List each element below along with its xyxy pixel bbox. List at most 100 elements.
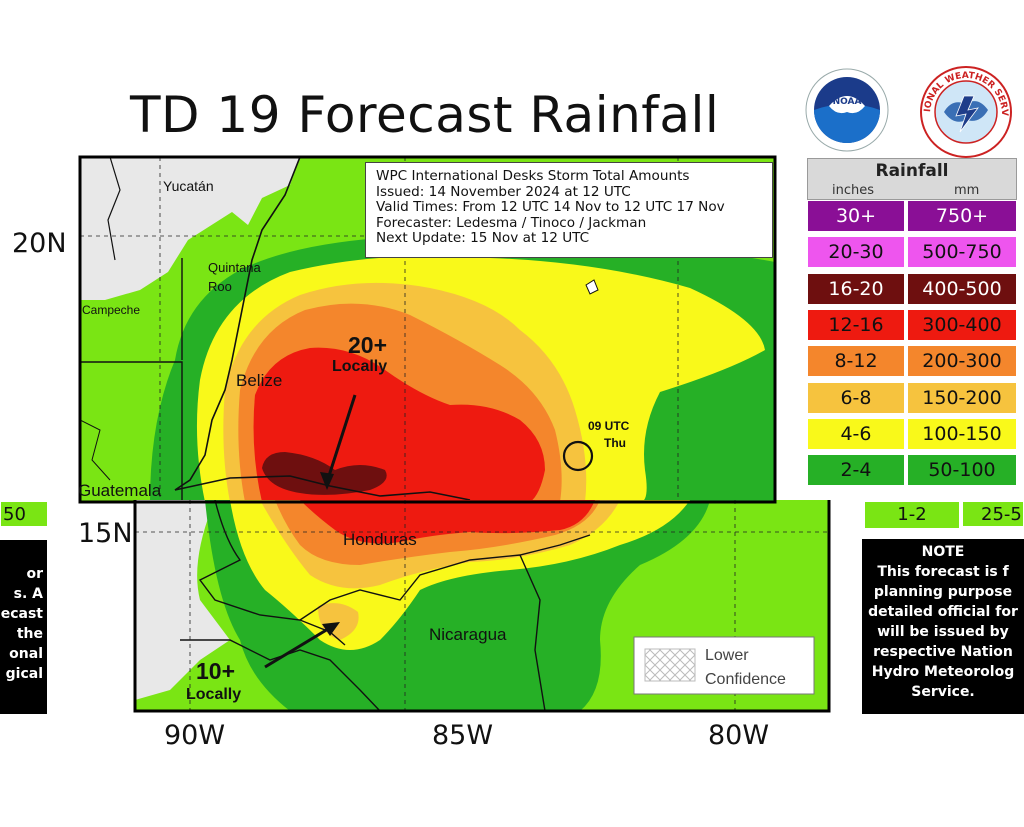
legend-row: 6-8 150-200 bbox=[807, 381, 1024, 416]
legend-row: 30+ 750+ bbox=[807, 200, 1024, 234]
border-west bbox=[80, 419, 111, 481]
info-line-next-update: Next Update: 15 Nov at 12 UTC bbox=[376, 230, 590, 247]
legend-row: 4-6 100-150 bbox=[807, 417, 1024, 452]
note-left-line-1: or bbox=[26, 566, 43, 582]
legend-inches-cell: 6-8 bbox=[807, 381, 905, 414]
coastline-nicaragua bbox=[519, 554, 546, 711]
info-line-title: WPC International Desks Storm Total Amou… bbox=[376, 168, 690, 184]
note-line-4: will be issued by bbox=[877, 624, 1009, 640]
coastline-pacific bbox=[180, 639, 381, 711]
note-line-5: respective Nation bbox=[873, 644, 1013, 660]
legend-partial-inches: 1-2 bbox=[864, 501, 960, 529]
note-line-1: This forecast is f bbox=[877, 564, 1009, 580]
legend-inches-cell: 4-6 bbox=[807, 417, 905, 450]
map-lower-frame bbox=[133, 500, 831, 713]
label-20-plus: 20+ bbox=[348, 332, 387, 358]
label-yucatan: Yucatán bbox=[163, 178, 214, 194]
info-line-issued: Issued: 14 November 2024 at 12 UTC bbox=[376, 183, 631, 200]
legend-row: 12-16 300-400 bbox=[807, 308, 1024, 343]
note-line-6: Hydro Meteorolog bbox=[871, 664, 1015, 680]
arrowhead-20 bbox=[320, 472, 334, 490]
border-guatemala-honduras bbox=[198, 500, 346, 646]
legend-unit-mm: mm bbox=[954, 183, 980, 198]
map-title: TD 19 Forecast Rainfall bbox=[130, 86, 720, 144]
arrow-20-locally bbox=[325, 394, 357, 483]
legend-mm-cell: 150-200 bbox=[907, 381, 1017, 414]
legend-row: 2-4 50-100 bbox=[807, 454, 1024, 488]
legend-row: 8-12 200-300 bbox=[807, 345, 1024, 379]
arrowhead-10 bbox=[322, 622, 340, 636]
note-left-line-5: onal bbox=[9, 646, 43, 662]
legend-mm-cell: 100-150 bbox=[907, 417, 1017, 450]
legend-mm-cell: 50-100 bbox=[907, 454, 1017, 487]
noaa-logo-text: NOAA bbox=[833, 97, 862, 107]
arrow-10-locally bbox=[264, 624, 334, 669]
border-campeche bbox=[107, 157, 121, 261]
coastline-honduras bbox=[174, 475, 471, 501]
note-line-2: planning purpose bbox=[873, 584, 1013, 600]
note-left-line-3: ecast bbox=[0, 606, 43, 622]
info-box: WPC International Desks Storm Total Amou… bbox=[365, 162, 773, 258]
legend-inches-cell: 8-12 bbox=[807, 345, 905, 378]
gridlines-lower bbox=[135, 500, 829, 711]
border-guatemala bbox=[80, 361, 183, 500]
nws-logo: NATIONAL WEATHER SERVICE bbox=[920, 66, 1012, 158]
legend-mm-cell: 750+ bbox=[907, 200, 1017, 232]
coastline-belize bbox=[174, 157, 301, 491]
legend-mm-cell: 300-400 bbox=[907, 308, 1017, 341]
legend-header: Rainfall inches mm bbox=[807, 158, 1017, 200]
noaa-logo: NOAA bbox=[805, 68, 889, 152]
left-legend-stub: 50 bbox=[0, 501, 48, 527]
lat-label-15n: 15N bbox=[78, 518, 133, 549]
label-lower: Lower bbox=[705, 647, 749, 664]
note-left-line-6: gical bbox=[5, 666, 43, 682]
rainfall-legend: Rainfall inches mm 30+ 750+ 20-30 500-750 16… bbox=[807, 158, 1024, 508]
note-box-left: or s. A ecast the onal gical bbox=[0, 540, 47, 714]
info-line-forecaster: Forecaster: Ledesma / Tinoco / Jackman bbox=[376, 214, 647, 231]
lon-label-90w: 90W bbox=[164, 720, 226, 751]
label-thu: Thu bbox=[604, 436, 626, 450]
lon-label-80w: 80W bbox=[708, 720, 770, 751]
legend-title: Rainfall bbox=[875, 161, 949, 181]
legend-mm-cell: 200-300 bbox=[907, 345, 1017, 378]
info-line-valid: Valid Times: From 12 UTC 14 Nov to 12 UT… bbox=[376, 199, 725, 216]
label-10-plus: 10+ bbox=[196, 658, 235, 684]
legend-row: 20-30 500-750 bbox=[807, 236, 1024, 270]
label-guatemala: Guatemala bbox=[78, 481, 162, 500]
legend-row: 16-20 400-500 bbox=[807, 272, 1024, 307]
legend-mm-cell: 400-500 bbox=[907, 272, 1017, 305]
label-nicaragua: Nicaragua bbox=[429, 625, 507, 644]
legend-unit-inches: inches bbox=[832, 183, 875, 198]
legend-inches-cell: 30+ bbox=[807, 200, 905, 232]
lat-label-20n: 20N bbox=[12, 228, 67, 259]
label-honduras: Honduras bbox=[343, 530, 417, 549]
note-line-3: detailed official for bbox=[868, 604, 1018, 620]
map-lower-content bbox=[135, 500, 829, 711]
legend-inches-cell: 12-16 bbox=[807, 308, 905, 341]
land-gray-yucatan bbox=[80, 157, 300, 300]
storm-position-circle bbox=[562, 440, 594, 472]
note-left-line-2: s. A bbox=[13, 586, 43, 602]
island-cayman bbox=[585, 279, 599, 295]
label-10-locally: Locally bbox=[186, 686, 241, 703]
legend-mm-cell: 500-750 bbox=[907, 236, 1017, 269]
note-left-line-4: the bbox=[16, 626, 43, 642]
legend-partial-mm: 25-5 bbox=[962, 501, 1024, 527]
note-line-7: Service. bbox=[911, 684, 975, 700]
legend-inches-cell: 16-20 bbox=[807, 272, 905, 305]
legend-inches-cell: 2-4 bbox=[807, 454, 905, 487]
border-honduras-nicaragua bbox=[299, 534, 591, 621]
label-belize: Belize bbox=[236, 371, 282, 390]
lon-label-85w: 85W bbox=[432, 720, 494, 751]
rain-12-16-lower bbox=[300, 500, 595, 544]
map-upper-frame bbox=[78, 155, 777, 504]
hatch-swatch bbox=[644, 648, 696, 682]
legend-inches-cell: 20-30 bbox=[807, 236, 905, 269]
label-quintana: Quintana bbox=[208, 260, 262, 275]
label-campeche: Campeche bbox=[82, 303, 140, 317]
rain-12-16-band bbox=[253, 347, 545, 502]
label-confidence: Confidence bbox=[705, 671, 786, 688]
label-roo: Roo bbox=[208, 279, 232, 294]
note-box-right: NOTE This forecast is f planning purpose… bbox=[862, 539, 1024, 714]
note-heading: NOTE bbox=[921, 544, 965, 560]
